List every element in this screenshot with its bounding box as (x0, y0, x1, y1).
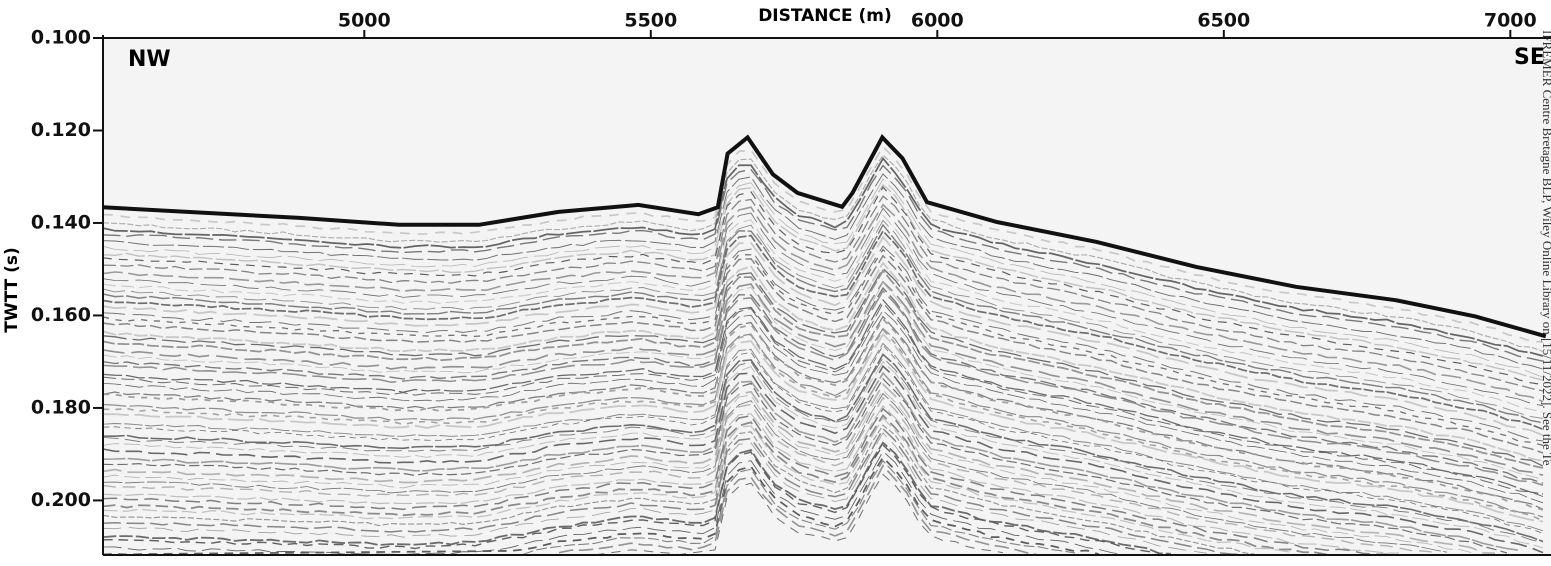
texture-line (102, 404, 1400, 554)
x-tick-label: 5000 (338, 10, 391, 32)
nw-label: NW (128, 47, 171, 72)
x-tick-label: 6500 (1197, 10, 1250, 32)
texture-line (522, 459, 1076, 555)
watermark: IFREMER Centre Bretagne BLP, Wiley Onlin… (1540, 30, 1551, 466)
texture-line (102, 286, 1544, 484)
texture-line (102, 183, 1544, 381)
texture-line (102, 156, 1544, 357)
y-axis-title: TWTT (s) (2, 247, 22, 333)
texture-line (102, 207, 1544, 407)
texture-line (102, 416, 1292, 553)
x-tick-label: 5500 (624, 10, 677, 32)
texture-line (102, 427, 1244, 556)
texture-line (594, 473, 1004, 556)
texture-line (102, 178, 1544, 378)
texture-line (102, 342, 1544, 532)
texture-line (102, 413, 1328, 556)
texture-line (102, 154, 1544, 353)
texture-line (102, 248, 1544, 447)
texture-line (102, 203, 1544, 403)
texture-line (102, 450, 1136, 556)
texture-line (102, 298, 1544, 495)
texture-line (102, 364, 1544, 554)
texture-line (102, 223, 1544, 424)
texture-line (102, 382, 1496, 555)
texture-line (102, 235, 1544, 437)
y-tick-label: 0.140 (31, 211, 91, 233)
texture-line (102, 407, 1387, 555)
texture-line (102, 444, 1160, 554)
texture-line (102, 186, 1544, 386)
texture-line (102, 327, 1544, 518)
texture-line (102, 424, 1256, 555)
texture-line (102, 392, 1448, 553)
texture-line (102, 317, 1544, 511)
texture-line (102, 389, 1472, 553)
texture-line (102, 353, 1544, 543)
texture-line (102, 377, 1508, 554)
texture-line (102, 289, 1544, 486)
texture-line (558, 464, 1040, 556)
y-tick-label: 0.160 (31, 304, 91, 326)
x-tick-label: 6000 (911, 10, 964, 32)
texture-line (102, 254, 1544, 454)
texture-line (102, 219, 1544, 419)
texture-line (102, 333, 1544, 523)
texture-line (102, 302, 1544, 498)
seafloor-reflector (102, 134, 1547, 339)
texture-line (102, 145, 1544, 343)
texture-line (102, 281, 1544, 481)
x-tick-label: 7000 (1484, 10, 1537, 32)
texture-line (102, 229, 1544, 431)
seismic-texture (102, 145, 1544, 556)
texture-line (102, 432, 1208, 554)
texture-line (102, 357, 1544, 543)
y-tick-label: 0.100 (31, 27, 91, 49)
texture-line (102, 344, 1544, 534)
y-tick-label: 0.120 (31, 119, 91, 141)
texture-line (102, 269, 1544, 469)
texture-line (102, 371, 1520, 551)
texture-line (102, 315, 1544, 510)
texture-line (102, 309, 1544, 504)
texture-line (102, 267, 1544, 467)
y-tick-label: 0.180 (31, 396, 91, 418)
texture-line (102, 455, 1100, 556)
texture-line (102, 173, 1544, 370)
texture-line (102, 195, 1544, 392)
texture-line (102, 361, 1544, 549)
se-label: SE (1514, 45, 1545, 70)
y-tick-label: 0.200 (31, 489, 91, 511)
texture-line (102, 164, 1544, 362)
texture-line (102, 214, 1544, 413)
texture-line (102, 280, 1544, 477)
x-axis-title: DISTANCE (m) (758, 6, 892, 26)
texture-line (102, 396, 1436, 553)
texture-line (102, 245, 1544, 442)
texture-line (102, 261, 1544, 462)
